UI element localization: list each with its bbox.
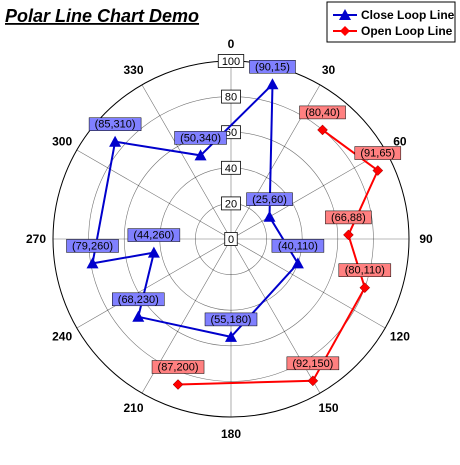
radial-tick-box-20 [221, 196, 241, 211]
series-0-marker-5 [147, 246, 160, 258]
series-1-label-box-3 [338, 263, 392, 277]
series-1-label-box-0 [299, 105, 346, 120]
legend-marker-0 [339, 9, 351, 20]
radial-tick-label-20: 20 [225, 198, 237, 210]
series-0-label-box-5 [127, 228, 181, 242]
legend-label-0: Close Loop Line [361, 8, 455, 22]
series-1-marker-3 [359, 282, 371, 294]
series-0-label-box-2 [271, 239, 325, 253]
series-0-marker-8 [194, 149, 207, 161]
series-0-marker-7 [109, 135, 122, 147]
series-1-data-label-4: (92,150) [292, 358, 333, 370]
grid-spoke-120 [230, 238, 386, 329]
angle-tick-label-0: 0 [228, 37, 235, 51]
legend-box [326, 1, 456, 43]
series-1-data-label-0: (80,40) [305, 107, 340, 119]
series-0-label-box-7 [88, 117, 142, 131]
angle-tick-label-150: 150 [318, 401, 338, 415]
series-1-marker-1 [372, 165, 384, 176]
radial-tick-label-100: 100 [222, 56, 240, 68]
series-0-marker-6 [86, 257, 99, 269]
series-0-marker-2 [291, 257, 304, 269]
angle-tick-label-330: 330 [123, 63, 143, 77]
series-0-data-label-0: (90,15) [255, 61, 290, 73]
series-1-marker-0 [317, 124, 328, 136]
series-0-marker-0 [266, 78, 279, 90]
series-0-marker-3 [225, 330, 237, 342]
series-1-data-label-1: (91,65) [360, 148, 395, 160]
angle-tick-label-60: 60 [393, 135, 407, 149]
series-1-label-box-4 [286, 356, 340, 371]
radial-tick-box-80 [221, 89, 241, 104]
series-1-marker-2 [343, 229, 354, 241]
angle-tick-label-240: 240 [52, 330, 72, 344]
series-1-data-label-2: (66,88) [331, 212, 366, 224]
angle-tick-label-30: 30 [322, 63, 336, 77]
series-0-data-label-4: (68,230) [118, 294, 159, 306]
series-0-data-label-6: (79,260) [72, 240, 113, 252]
radial-tick-label-80: 80 [225, 92, 237, 104]
angle-tick-label-120: 120 [390, 330, 410, 344]
radial-tick-box-0 [224, 232, 238, 246]
angle-tick-label-300: 300 [52, 135, 72, 149]
angle-tick-label-180: 180 [221, 427, 241, 441]
grid-spoke-240 [76, 238, 232, 329]
series-0-label-box-3 [204, 312, 258, 327]
series-0-data-label-7: (85,310) [95, 119, 136, 131]
series-0-label-box-4 [112, 292, 165, 307]
series-line-1 [177, 129, 380, 386]
grid-spoke-60 [230, 149, 386, 240]
angle-tick-label-90: 90 [419, 232, 433, 246]
series-0-label-box-6 [66, 239, 119, 253]
angle-tick-label-270: 270 [26, 232, 46, 246]
series-0-label-box-0 [249, 60, 296, 74]
grid-spoke-300 [76, 149, 232, 240]
series-0-label-box-8 [174, 131, 227, 145]
series-1-data-label-5: (87,200) [158, 362, 199, 374]
series-0-data-label-5: (44,260) [133, 230, 174, 242]
legend-label-1: Open Loop Line [361, 24, 453, 38]
radial-tick-label-60: 60 [225, 127, 237, 139]
radial-tick-label-0: 0 [228, 234, 234, 246]
series-0-marker-4 [132, 310, 145, 322]
series-0-data-label-3: (55,180) [211, 314, 252, 326]
series-1-label-box-5 [151, 360, 205, 374]
radial-tick-box-40 [221, 160, 241, 175]
series-0-label-box-1 [246, 192, 293, 206]
radial-tick-box-100 [217, 54, 245, 68]
chart-title: Polar Line Chart Demo [5, 6, 199, 26]
legend-marker-1 [340, 26, 350, 36]
series-0-data-label-2: (40,110) [278, 240, 318, 252]
series-1-label-box-2 [325, 210, 372, 225]
series-1-label-box-1 [354, 146, 402, 160]
grid-spoke-330 [141, 84, 232, 240]
series-1-data-label-3: (80,110) [345, 265, 385, 277]
series-0-data-label-8: (50,340) [180, 132, 221, 144]
series-0-data-label-1: (25,60) [252, 194, 287, 206]
series-0-marker-1 [263, 210, 276, 222]
series-1-marker-4 [307, 375, 319, 387]
radial-tick-label-40: 40 [225, 163, 237, 175]
angle-tick-label-210: 210 [123, 401, 143, 415]
series-1-marker-5 [172, 379, 184, 390]
